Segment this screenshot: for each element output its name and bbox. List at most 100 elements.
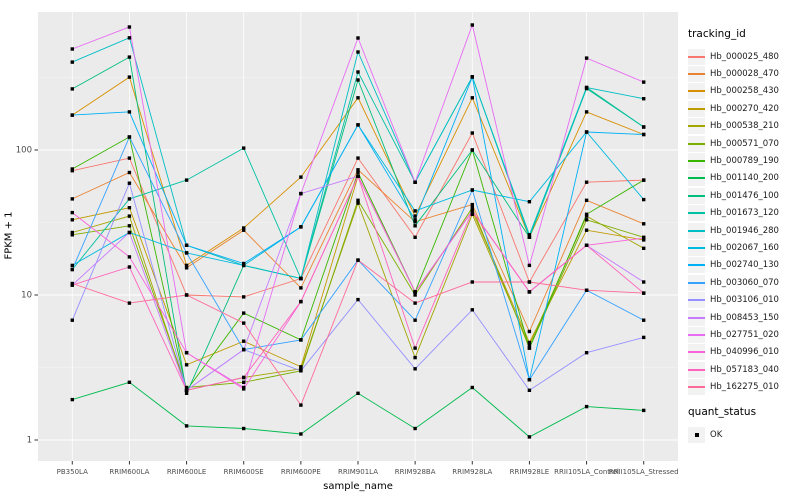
data-point-square (356, 70, 360, 74)
data-point-square (70, 263, 74, 268)
data-point-square (184, 388, 189, 392)
legend-item: Hb_001476_100 (688, 187, 798, 204)
data-point-square (184, 263, 189, 268)
data-point-square (127, 224, 132, 228)
data-point-square (470, 188, 474, 192)
legend-item-label: Hb_162275_010 (710, 382, 779, 393)
data-point-square (527, 388, 532, 392)
data-point-square (584, 130, 589, 134)
data-point-square (356, 78, 360, 82)
legend-title-quant-status: quant_status (688, 405, 757, 418)
data-point-square (413, 218, 417, 222)
legend-key-box (688, 100, 705, 117)
legend-key-line-icon (688, 177, 705, 180)
data-point-square (242, 146, 246, 150)
legend-key-line-icon (688, 281, 705, 284)
legend-item-label: Hb_027751_020 (710, 329, 779, 340)
legend-item: Hb_057183_040 (688, 361, 798, 378)
data-point-square (642, 238, 646, 242)
legend-key-line-icon (688, 212, 705, 215)
legend-key-box (688, 135, 705, 152)
legend-item: Hb_162275_010 (688, 378, 798, 396)
x-tick-label: RRIM928LA (452, 468, 492, 476)
data-point-square (584, 180, 589, 184)
data-point-square (527, 378, 532, 382)
data-point-square (184, 251, 189, 255)
data-point-square (584, 218, 589, 222)
legend-key-box (688, 344, 705, 361)
data-point-square (584, 110, 589, 114)
data-point-square (642, 280, 646, 284)
legend-key-box (688, 222, 705, 239)
data-point-square (470, 23, 474, 27)
data-point-square (242, 339, 246, 343)
x-tick-label: RRIM600LA (109, 468, 149, 476)
data-point-square (584, 214, 589, 218)
legend-item: Hb_002067_160 (688, 239, 798, 256)
data-point-square (413, 180, 417, 184)
data-point-square (127, 206, 132, 210)
data-point-square (127, 75, 132, 79)
data-point-square (299, 369, 303, 373)
data-point-square (70, 397, 74, 402)
data-point-square (470, 96, 474, 100)
data-point-square (299, 365, 303, 369)
data-point-square (242, 295, 246, 299)
legend-item-label: Hb_008453_150 (710, 312, 779, 323)
data-point-square (527, 235, 532, 239)
data-point-square (127, 265, 132, 269)
legend-item: Hb_001140_200 (688, 170, 798, 187)
legend-item-label: Hb_000789_190 (710, 156, 779, 167)
data-point-square (299, 403, 303, 407)
legend-item-label: Hb_000028_470 (710, 69, 779, 80)
data-point-square (70, 230, 74, 235)
data-point-square (527, 280, 532, 284)
legend-key-line-icon (688, 333, 705, 336)
data-point-square (299, 338, 303, 342)
data-point-square (527, 290, 532, 294)
legend-item: Hb_000571_070 (688, 135, 798, 152)
legend-key-box (688, 205, 705, 222)
data-point-square (70, 113, 74, 117)
legend-key-box (688, 48, 705, 65)
data-point-square (70, 218, 74, 222)
legend-item: Hb_000025_480 (688, 48, 798, 65)
legend-key-box (688, 170, 705, 187)
data-point-square (242, 261, 246, 266)
data-point-square (70, 197, 74, 201)
data-point-square (470, 75, 474, 79)
x-tick-label: RRII105LA_Control (554, 468, 619, 476)
data-point-square (584, 56, 589, 60)
data-point-square (127, 170, 132, 175)
data-point-square (70, 210, 74, 215)
data-point-square (470, 206, 474, 210)
data-point-square (642, 178, 646, 182)
legend-item: Hb_000270_420 (688, 100, 798, 117)
legend-key-box (688, 187, 705, 204)
data-point-square (184, 351, 189, 355)
x-tick-label: RRIM600PE (281, 468, 321, 476)
legend-item: Hb_000258_430 (688, 83, 798, 100)
legend-item-label: Hb_003060_070 (710, 277, 779, 288)
legend: tracking_id Hb_000025_480 Hb_000028_470 Hb… (688, 28, 798, 443)
data-point-square (584, 198, 589, 202)
legend-item-label: Hb_002740_130 (710, 260, 779, 271)
x-tick-label: RRIM901LA (338, 468, 378, 476)
legend-key-line-icon (688, 246, 705, 249)
legend-key-box (688, 361, 705, 378)
x-tick-label: RRIM928LE (510, 468, 550, 476)
data-point-square (127, 135, 132, 139)
data-point-square (356, 170, 360, 175)
data-point-square (527, 329, 532, 334)
data-point-square (242, 387, 246, 391)
data-point-square (584, 228, 589, 232)
data-point-square (470, 202, 474, 207)
data-point-square (356, 156, 360, 160)
legend-item-label: Hb_001476_100 (710, 190, 779, 201)
data-point-square (356, 201, 360, 205)
data-point-square (70, 267, 74, 272)
data-point-square (242, 263, 246, 268)
data-point-square (299, 432, 303, 436)
data-point-square (413, 293, 417, 297)
